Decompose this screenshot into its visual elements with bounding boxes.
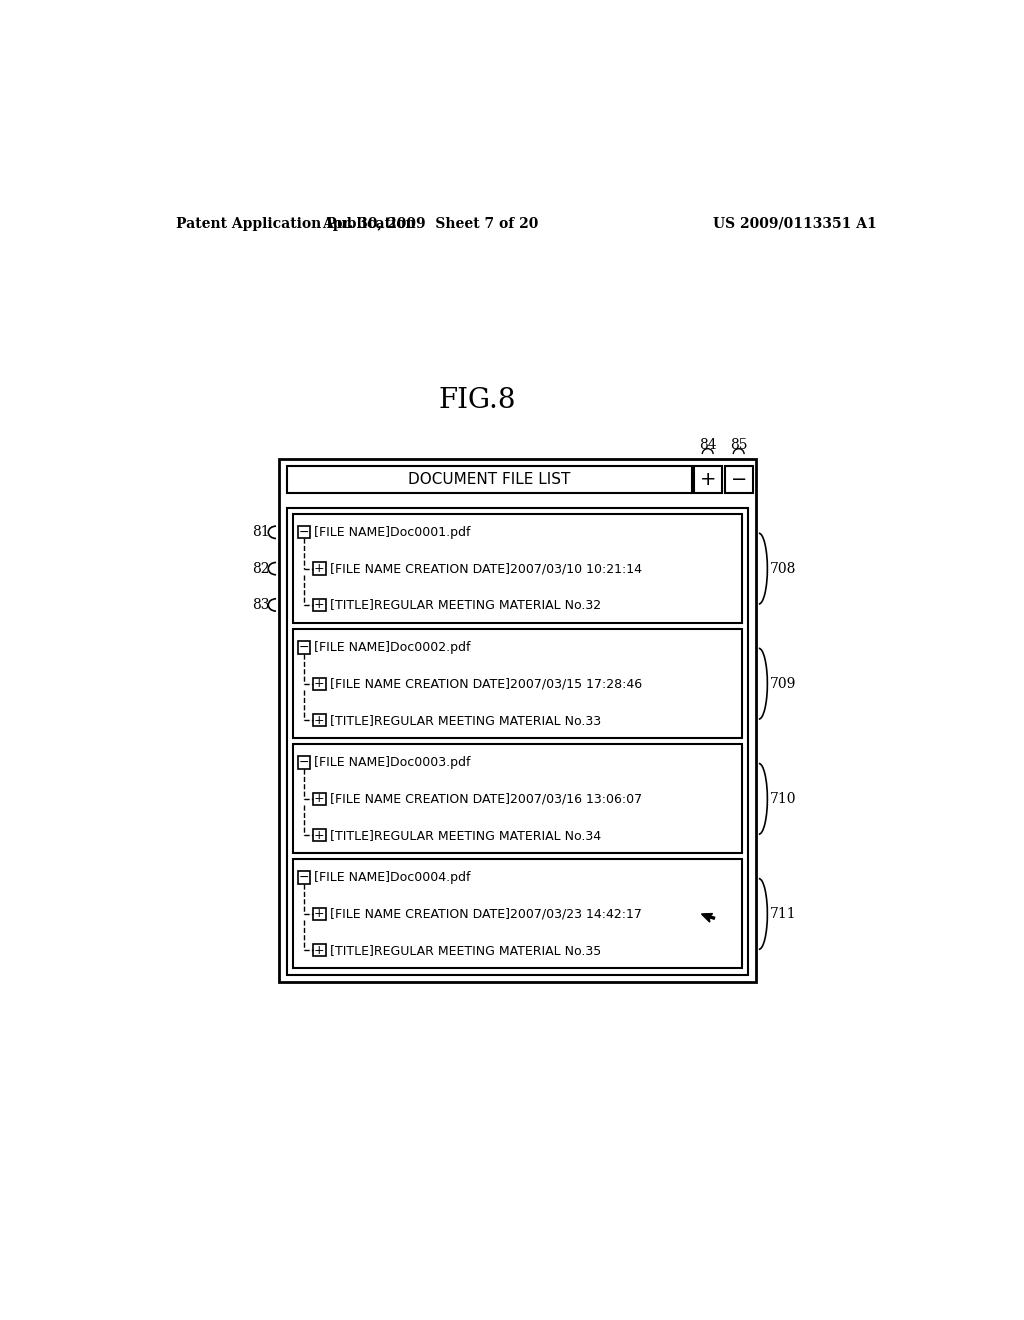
Bar [298, 642, 310, 653]
Text: −: − [299, 525, 309, 539]
Text: [TITLE]REGULAR MEETING MATERIAL No.34: [TITLE]REGULAR MEETING MATERIAL No.34 [330, 829, 601, 842]
Text: +: + [314, 944, 325, 957]
Text: −: − [730, 470, 746, 488]
Text: 82: 82 [252, 561, 270, 576]
Bar [313, 793, 326, 805]
Bar [287, 508, 748, 974]
Text: [FILE NAME CREATION DATE]2007/03/23 14:42:17: [FILE NAME CREATION DATE]2007/03/23 14:4… [330, 907, 641, 920]
Bar [293, 630, 741, 738]
Text: +: + [314, 562, 325, 576]
Text: [FILE NAME]Doc0003.pdf: [FILE NAME]Doc0003.pdf [314, 756, 470, 770]
Text: [FILE NAME]Doc0004.pdf: [FILE NAME]Doc0004.pdf [314, 871, 470, 884]
Text: [FILE NAME]Doc0002.pdf: [FILE NAME]Doc0002.pdf [314, 642, 470, 653]
Bar [313, 908, 326, 920]
Text: +: + [314, 792, 325, 805]
Bar [313, 944, 326, 957]
Text: +: + [314, 714, 325, 726]
Text: 81: 81 [252, 525, 270, 540]
Text: DOCUMENT FILE LIST: DOCUMENT FILE LIST [409, 473, 570, 487]
Bar [293, 744, 741, 853]
Bar [293, 859, 741, 969]
Text: [TITLE]REGULAR MEETING MATERIAL No.33: [TITLE]REGULAR MEETING MATERIAL No.33 [330, 714, 601, 726]
Text: [FILE NAME CREATION DATE]2007/03/16 13:06:07: [FILE NAME CREATION DATE]2007/03/16 13:0… [330, 792, 642, 805]
Text: [TITLE]REGULAR MEETING MATERIAL No.32: [TITLE]REGULAR MEETING MATERIAL No.32 [330, 598, 601, 611]
Text: +: + [314, 677, 325, 690]
Text: −: − [299, 642, 309, 653]
Polygon shape [701, 913, 715, 923]
Bar [293, 515, 741, 623]
Text: 710: 710 [770, 792, 797, 805]
Text: 84: 84 [699, 438, 717, 451]
Bar [298, 871, 310, 884]
Text: 711: 711 [770, 907, 797, 921]
Bar [313, 714, 326, 726]
Bar [298, 527, 310, 539]
Text: [FILE NAME]Doc0001.pdf: [FILE NAME]Doc0001.pdf [314, 525, 470, 539]
Text: 708: 708 [770, 561, 796, 576]
Text: 83: 83 [252, 598, 270, 612]
Bar [298, 756, 310, 768]
Bar [280, 459, 756, 982]
Text: [TITLE]REGULAR MEETING MATERIAL No.35: [TITLE]REGULAR MEETING MATERIAL No.35 [330, 944, 601, 957]
Text: [FILE NAME CREATION DATE]2007/03/15 17:28:46: [FILE NAME CREATION DATE]2007/03/15 17:2… [330, 677, 642, 690]
Bar [725, 466, 753, 494]
Text: +: + [314, 907, 325, 920]
Bar [313, 677, 326, 690]
Bar [313, 599, 326, 611]
Bar [287, 466, 692, 494]
Text: +: + [699, 470, 716, 488]
Text: −: − [299, 871, 309, 884]
Bar [693, 466, 722, 494]
Bar [313, 562, 326, 574]
Text: −: − [299, 756, 309, 770]
Text: US 2009/0113351 A1: US 2009/0113351 A1 [713, 216, 877, 231]
Text: Apr. 30, 2009  Sheet 7 of 20: Apr. 30, 2009 Sheet 7 of 20 [323, 216, 539, 231]
Text: Patent Application Publication: Patent Application Publication [176, 216, 416, 231]
Text: +: + [314, 598, 325, 611]
Text: +: + [314, 829, 325, 842]
Text: 85: 85 [730, 438, 748, 451]
Text: [FILE NAME CREATION DATE]2007/03/10 10:21:14: [FILE NAME CREATION DATE]2007/03/10 10:2… [330, 562, 641, 576]
Bar [313, 829, 326, 841]
Text: 709: 709 [770, 677, 796, 690]
Text: FIG.8: FIG.8 [438, 388, 515, 414]
